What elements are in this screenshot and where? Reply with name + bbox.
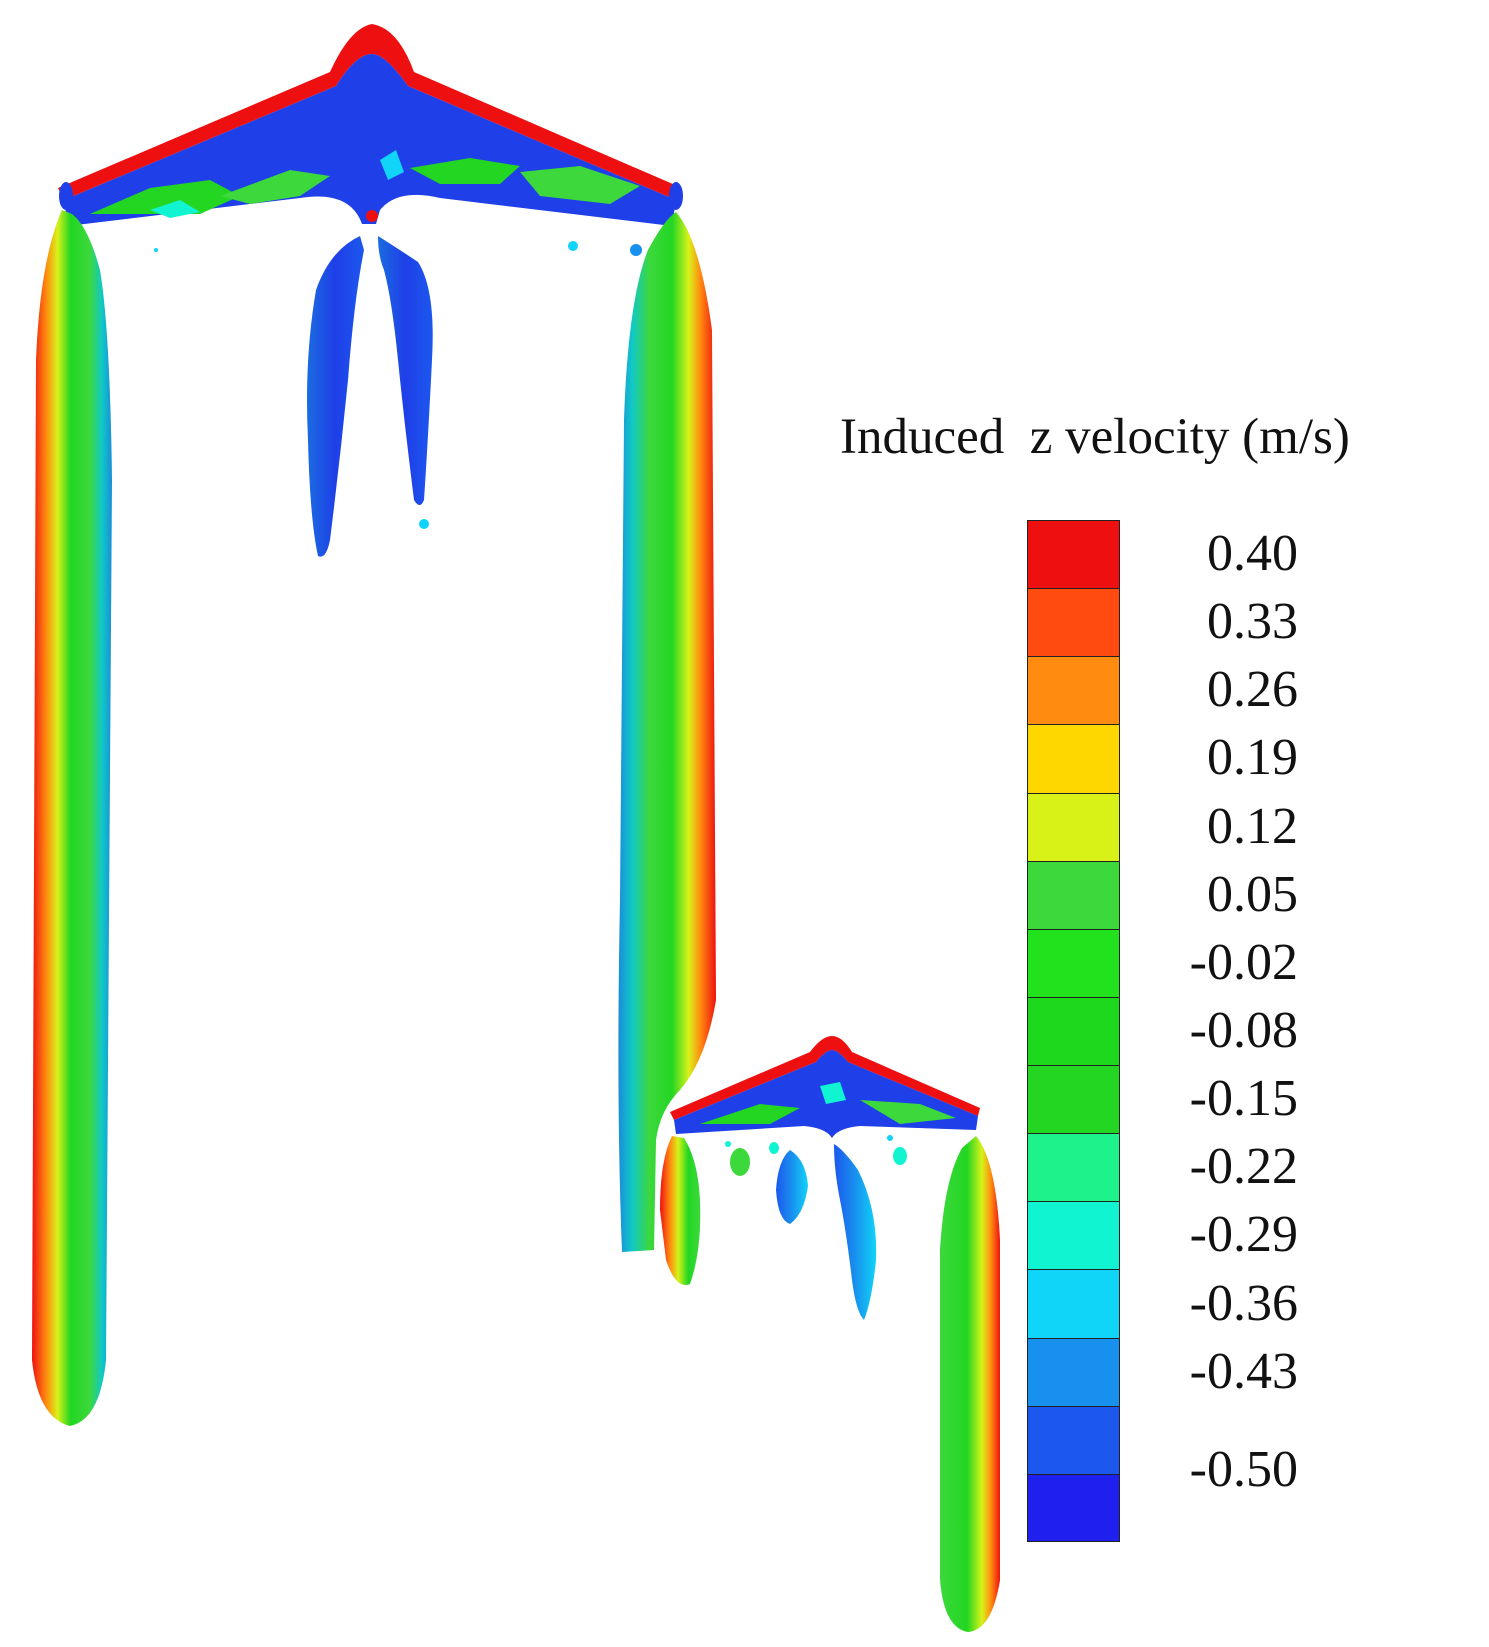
large-wing-red-spot — [366, 210, 378, 222]
colorbar-band — [1027, 1473, 1120, 1543]
colorbar-band — [1027, 860, 1120, 930]
colorbar-tick-label: -0.22 — [1189, 1138, 1298, 1196]
small-center-vortex-left — [776, 1150, 808, 1224]
colorbar-tick-label: 0.19 — [1207, 729, 1298, 787]
large-right-tip-vortex — [618, 212, 716, 1252]
small-wing-green-patch — [860, 1100, 956, 1124]
colorbar-band — [1027, 588, 1120, 657]
colorbar-tick-label: -0.02 — [1189, 933, 1298, 991]
colorbar-band — [1027, 792, 1120, 862]
small-left-tip-vortex — [660, 1136, 701, 1285]
colorbar-tick-label: 0.26 — [1207, 661, 1298, 719]
large-wing-green-patch — [410, 158, 520, 184]
large-wing-green-patch — [520, 166, 640, 204]
large-left-tip-vortex — [32, 210, 112, 1426]
colorbar-tick-label: 0.12 — [1207, 797, 1298, 855]
colorbar-band — [1027, 1065, 1120, 1134]
colorbar-band — [1027, 724, 1120, 794]
colorbar-tick-label: 0.33 — [1207, 593, 1298, 651]
small-wing-green-patch — [700, 1104, 800, 1124]
colorbar-band — [1027, 656, 1120, 725]
large-wing-tip-left — [59, 182, 73, 210]
wake-fragment — [887, 1135, 893, 1141]
colorbar-tick-label: -0.43 — [1189, 1342, 1298, 1400]
wake-fragment — [419, 519, 429, 529]
small-wing-green-patch — [820, 1082, 846, 1104]
wake-fragment — [893, 1147, 907, 1165]
colorbar-band — [1027, 996, 1120, 1066]
colorbar-title: Induced z velocity (m/s) — [840, 409, 1350, 465]
wake-fragment — [154, 248, 158, 252]
colorbar-band — [1027, 1405, 1120, 1475]
wake-fragment — [730, 1148, 750, 1176]
large-center-vortex-right — [378, 236, 433, 505]
small-wing-leading-edge — [670, 1036, 980, 1120]
small-center-vortex-right — [834, 1144, 877, 1320]
small-wing — [670, 1036, 980, 1138]
colorbar-tick-label: -0.29 — [1189, 1206, 1298, 1264]
colorbar-band — [1027, 928, 1120, 998]
colorbar-band — [1027, 1133, 1120, 1202]
wake-fragment — [725, 1141, 731, 1147]
colorbar-tick-label: -0.15 — [1189, 1070, 1298, 1128]
large-wing-green-patch — [150, 200, 200, 218]
large-wing-green-patch — [380, 150, 404, 180]
wake-fragment — [630, 244, 642, 256]
colorbar-band — [1027, 1269, 1120, 1339]
colorbar-band — [1027, 1337, 1120, 1407]
large-wing-green-patch — [220, 170, 330, 204]
colorbar-band — [1027, 520, 1120, 589]
large-center-vortex-left — [307, 236, 364, 557]
colorbar-tick-label: -0.08 — [1189, 1002, 1298, 1059]
small-right-tip-vortex — [940, 1136, 1000, 1632]
large-wing-green-patch — [90, 180, 240, 214]
large-wing-body — [64, 54, 676, 226]
colorbar-tick-label: 0.05 — [1207, 865, 1298, 923]
colorbar-tick-label: 0.40 — [1207, 525, 1298, 583]
large-wing — [58, 24, 683, 226]
wake-fragment — [769, 1142, 779, 1154]
colorbar-tick-label: -0.36 — [1189, 1274, 1298, 1332]
colorbar-band — [1027, 1201, 1120, 1270]
large-wing-tip-right — [669, 182, 683, 210]
wake-fragment — [568, 241, 578, 251]
colorbar-tick-label: -0.50 — [1189, 1441, 1298, 1499]
